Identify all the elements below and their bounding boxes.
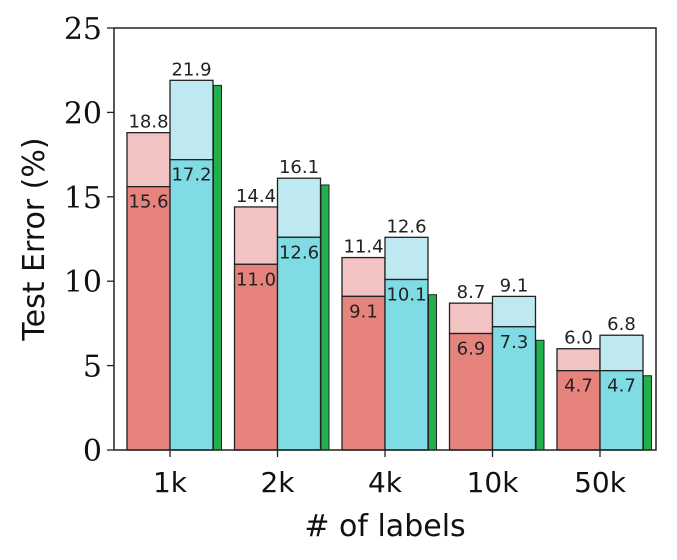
x-tick-label-2k: 2k: [260, 466, 295, 499]
x-axis-title: # of labels: [304, 509, 465, 544]
bar-lower-2k-s1: [233, 263, 279, 451]
y-tick-label-0: 0: [83, 434, 102, 469]
data-labels-layer: 18.815.621.917.214.411.016.112.6 11.49.11…: [128, 59, 635, 396]
data-label-upper-4k-s1: 11.4: [343, 237, 383, 258]
x-tick-label-1k: 1k: [153, 466, 188, 499]
bar-upper-10k-s1: [448, 302, 494, 335]
y-tick-label-15: 15: [64, 181, 102, 216]
y-tick-label-10: 10: [64, 265, 102, 300]
x-tick-label-10k: 10k: [467, 466, 520, 499]
bar-upper-50k-s1: [556, 348, 601, 372]
data-label-upper-10k-s2: 9.1: [500, 275, 529, 296]
bar-lower-10k-s2: [491, 326, 537, 451]
data-label-upper-4k-s2: 12.6: [386, 216, 426, 237]
y-tick-label-5: 5: [83, 350, 102, 385]
bar-upper-4k-s2: [384, 236, 429, 281]
bar-upper-4k-s1: [341, 256, 386, 298]
bar-lower-50k-s1: [556, 370, 601, 451]
y-tick-label-20: 20: [64, 96, 102, 131]
data-label-upper-50k-s2: 6.8: [607, 314, 636, 335]
bar-upper-2k-s1: [233, 206, 279, 265]
y-axis: 0 5 10 15 20 25: [64, 12, 114, 469]
x-axis: 1k 2k 4k 10k 50k: [153, 450, 627, 499]
data-label-lower-4k-s2: 10.1: [386, 285, 426, 306]
data-label-lower-1k-s1: 15.6: [128, 192, 168, 213]
data-label-lower-10k-s1: 6.9: [457, 339, 486, 360]
bar-lower-1k-s1: [126, 186, 171, 451]
bar-upper-1k-s2: [169, 79, 214, 161]
data-label-lower-10k-s2: 7.3: [500, 332, 529, 353]
data-label-upper-2k-s2: 16.1: [279, 157, 319, 178]
data-label-lower-2k-s2: 12.6: [279, 242, 319, 263]
x-tick-label-50k: 50k: [574, 466, 627, 499]
y-axis-title: Test Error (%): [17, 137, 52, 341]
bar-thin-2k: [320, 184, 330, 451]
data-label-lower-50k-s2: 4.7: [607, 376, 636, 397]
bar-upper-1k-s1: [126, 132, 171, 188]
bar-lower-1k-s2: [169, 159, 214, 451]
data-label-upper-10k-s1: 8.7: [457, 282, 486, 303]
x-tick-label-4k: 4k: [368, 466, 403, 499]
data-label-lower-50k-s1: 4.7: [564, 376, 593, 397]
bar-thin-1k: [213, 84, 222, 451]
data-label-upper-1k-s2: 21.9: [171, 59, 211, 80]
bar-thin-4k: [428, 294, 437, 451]
bar-lower-4k-s2: [384, 278, 429, 451]
data-label-upper-50k-s1: 6.0: [564, 328, 593, 349]
bar-upper-50k-s2: [599, 334, 644, 372]
data-label-upper-2k-s1: 14.4: [236, 186, 276, 207]
y-tick-label-25: 25: [64, 12, 102, 47]
bar-upper-10k-s2: [491, 295, 537, 328]
bar-lower-2k-s2: [276, 236, 322, 451]
data-label-upper-1k-s1: 18.8: [128, 112, 168, 133]
bars-layer: [126, 79, 652, 451]
bar-thin-50k: [643, 375, 652, 451]
data-label-lower-2k-s1: 11.0: [236, 269, 276, 290]
bar-thin-10k: [535, 339, 545, 451]
data-label-lower-1k-s2: 17.2: [171, 165, 211, 186]
data-label-lower-4k-s1: 9.1: [349, 301, 378, 322]
bar-upper-2k-s2: [276, 177, 322, 238]
